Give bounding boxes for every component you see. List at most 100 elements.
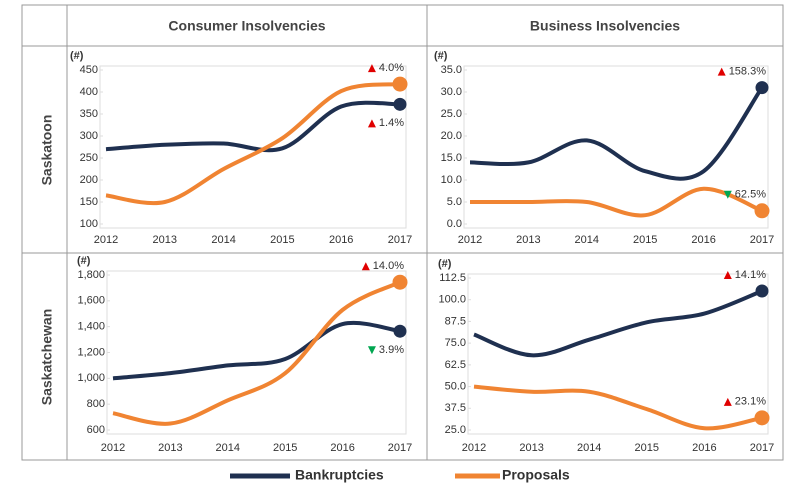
change-label: 1.4% (379, 117, 404, 129)
end-marker (392, 76, 408, 92)
y-tick-label: 25.0 (445, 424, 466, 436)
change-label: 158.3% (729, 66, 767, 78)
x-tick-label: 2014 (216, 442, 240, 454)
change-label: 14.1% (735, 269, 766, 281)
y-axis-label: (#) (70, 50, 84, 62)
x-tick-label: 2016 (330, 442, 354, 454)
legend-label: Bankruptcies (295, 467, 384, 483)
y-tick-label: 350 (80, 108, 98, 120)
y-tick-label: 1,600 (77, 295, 105, 307)
y-axis-label: (#) (438, 258, 452, 270)
x-tick-label: 2014 (577, 442, 601, 454)
y-tick-label: 600 (87, 424, 105, 436)
x-tick-label: 2015 (270, 234, 294, 246)
y-tick-label: 37.5 (445, 402, 466, 414)
y-tick-label: 800 (87, 398, 105, 410)
series-line (105, 100, 401, 153)
y-tick-label: 400 (80, 86, 98, 98)
series-line (469, 186, 763, 218)
y-tick-label: 450 (80, 64, 98, 76)
x-tick-label: 2016 (691, 234, 715, 246)
end-marker (755, 81, 769, 95)
y-tick-label: 1,400 (77, 321, 105, 333)
plot-area (467, 273, 769, 435)
y-tick-label: 150 (80, 196, 98, 208)
y-tick-label: 62.5 (445, 359, 466, 371)
frame (21, 4, 784, 461)
y-tick-label: 300 (80, 130, 98, 142)
y-tick-label: 200 (80, 174, 98, 186)
column-header: Consumer Insolvencies (168, 18, 325, 34)
y-tick-label: 1,200 (77, 346, 105, 358)
y-axis-label: (#) (77, 255, 91, 267)
x-tick-label: 2013 (153, 234, 177, 246)
series-line (469, 86, 764, 181)
change-label: 3.9% (379, 344, 404, 356)
y-tick-label: 5.0 (447, 196, 462, 208)
y-tick-label: 20.0 (441, 130, 462, 142)
y-tick-label: 100.0 (438, 294, 466, 306)
x-tick-label: 2012 (101, 442, 125, 454)
end-marker (392, 274, 408, 290)
change-arrow (723, 397, 732, 406)
x-tick-label: 2013 (516, 234, 540, 246)
end-marker (754, 410, 770, 426)
y-tick-label: 112.5 (439, 272, 466, 284)
change-arrow (367, 119, 376, 128)
y-tick-label: 50.0 (445, 380, 466, 392)
x-tick-label: 2017 (750, 442, 774, 454)
change-arrow (717, 67, 726, 76)
end-marker (393, 324, 407, 338)
y-tick-label: 75.0 (445, 337, 466, 349)
y-tick-label: 1,000 (77, 372, 105, 384)
x-tick-label: 2014 (575, 234, 599, 246)
plot-area (463, 65, 769, 229)
y-tick-label: 100 (80, 218, 98, 230)
change-arrow (367, 64, 376, 73)
plot-area (106, 270, 407, 435)
y-tick-label: 30.0 (441, 86, 462, 98)
legend-label: Proposals (502, 467, 570, 483)
y-tick-label: 1,800 (77, 269, 105, 281)
change-label: 14.0% (373, 260, 404, 272)
y-tick-label: 35.0 (441, 64, 462, 76)
x-tick-label: 2015 (635, 442, 659, 454)
x-tick-label: 2017 (388, 442, 412, 454)
y-tick-label: 250 (80, 152, 98, 164)
change-arrow (367, 346, 376, 355)
y-tick-label: 25.0 (441, 108, 462, 120)
row-header: Saskatchewan (39, 309, 55, 406)
x-tick-label: 2012 (94, 234, 118, 246)
change-arrow (723, 271, 732, 280)
x-tick-label: 2013 (519, 442, 543, 454)
plot-area (99, 65, 407, 229)
x-tick-label: 2014 (211, 234, 235, 246)
x-tick-label: 2016 (329, 234, 353, 246)
end-marker (755, 284, 769, 298)
x-tick-label: 2017 (388, 234, 412, 246)
x-tick-label: 2013 (158, 442, 182, 454)
column-header: Business Insolvencies (530, 18, 680, 34)
end-marker (393, 97, 407, 111)
y-axis-label: (#) (434, 50, 448, 62)
x-tick-label: 2016 (692, 442, 716, 454)
change-arrow (361, 262, 370, 271)
series-line (473, 289, 763, 358)
series-line (112, 321, 401, 381)
y-tick-label: 10.0 (441, 174, 462, 186)
series-line (105, 82, 401, 206)
x-tick-label: 2015 (633, 234, 657, 246)
series-line (473, 384, 763, 431)
row-header: Saskatoon (39, 115, 55, 186)
change-label: 23.1% (735, 396, 766, 408)
series-line (112, 280, 401, 426)
x-tick-label: 2015 (273, 442, 297, 454)
y-tick-label: 15.0 (441, 152, 462, 164)
change-label: 4.0% (379, 62, 404, 74)
x-tick-label: 2012 (462, 442, 486, 454)
y-tick-label: 87.5 (445, 315, 466, 327)
x-tick-label: 2012 (458, 234, 482, 246)
change-arrow (723, 190, 732, 199)
x-tick-label: 2017 (750, 234, 774, 246)
